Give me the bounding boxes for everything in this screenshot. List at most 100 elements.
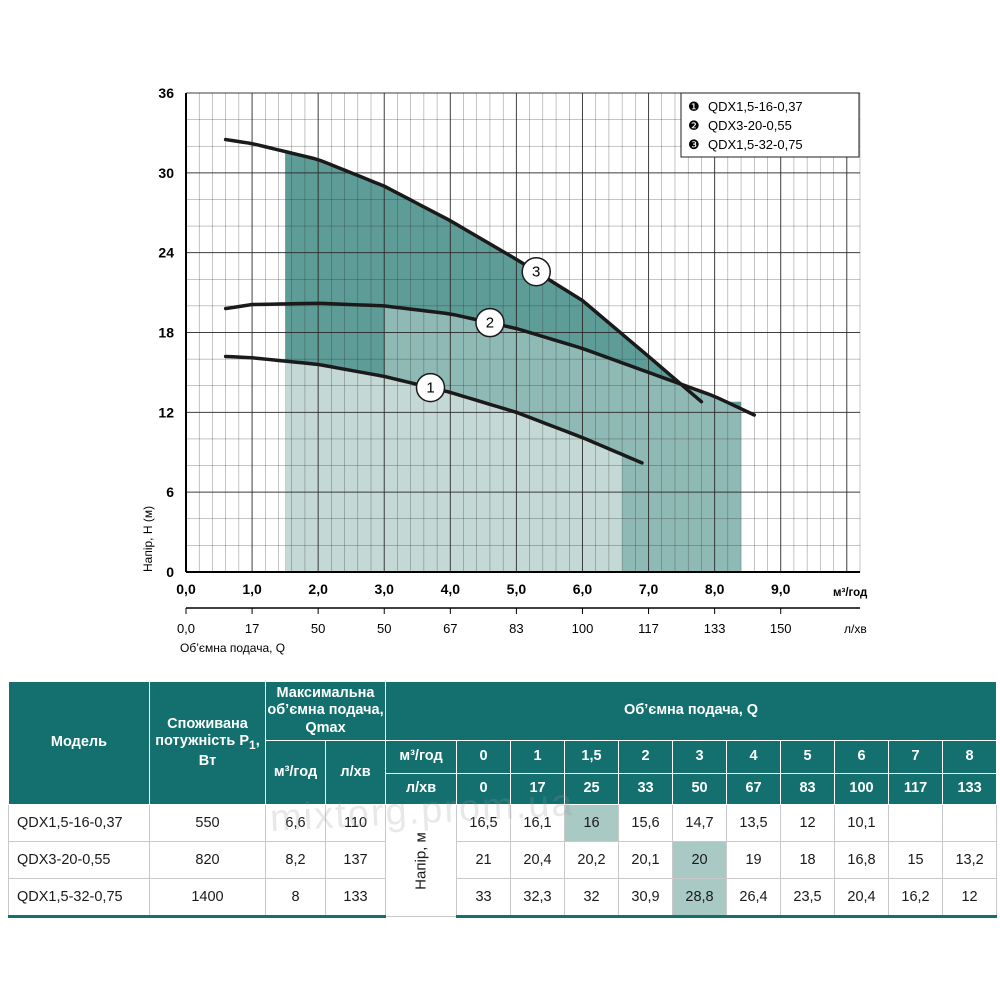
x-axis-label: Об’ємна подача, Q bbox=[180, 641, 285, 655]
x2-tick-label: 150 bbox=[770, 621, 792, 636]
flow-m3-2: 1,5 bbox=[564, 740, 620, 774]
power-value: 820 bbox=[149, 841, 266, 879]
curve-marker-2: 2 bbox=[475, 307, 505, 338]
head-value: 16,5 bbox=[456, 804, 512, 842]
flow-lmin-0: 0 bbox=[456, 773, 512, 805]
head-label-cell: Напір, м bbox=[385, 804, 458, 917]
flow-m3-7: 6 bbox=[834, 740, 890, 774]
y-tick-label: 0 bbox=[166, 564, 174, 580]
head-value bbox=[888, 804, 944, 842]
x2-tick-label: 117 bbox=[638, 621, 659, 636]
x2-tick-label: 50 bbox=[311, 621, 325, 636]
x2-tick-label: 100 bbox=[572, 621, 594, 636]
head-value: 32,3 bbox=[510, 878, 566, 918]
flow-lmin-5: 67 bbox=[726, 773, 782, 805]
model-name: QDX1,5-32-0,75 bbox=[8, 878, 150, 918]
head-value: 10,1 bbox=[834, 804, 890, 842]
x-tick-label: 7,0 bbox=[639, 581, 659, 597]
flow-m3-5: 4 bbox=[726, 740, 782, 774]
flow-m3-3: 2 bbox=[618, 740, 674, 774]
header-qmax: Максимальна об’ємна подача, Qmax bbox=[264, 681, 387, 741]
table-row: QDX1,5-32-0,75 1400 8 133 33 32,3 32 30,… bbox=[8, 878, 998, 918]
y-axis-label: Напір, H (м) bbox=[141, 506, 155, 572]
y-tick-label: 12 bbox=[158, 404, 174, 420]
legend-entry-2: QDX3-20-0,55 bbox=[708, 118, 792, 133]
x2-tick-label: 83 bbox=[509, 621, 523, 636]
x-tick-label: 0,0 bbox=[176, 581, 196, 597]
qmax-m3-value: 8 bbox=[265, 878, 326, 918]
y-tick-label: 6 bbox=[166, 484, 174, 500]
marker-label: 2 bbox=[486, 315, 494, 332]
flow-lmin-8: 117 bbox=[888, 773, 944, 805]
header-power-sub: 1 bbox=[249, 738, 256, 753]
marker-label: 1 bbox=[426, 380, 434, 397]
x2-tick-label: 17 bbox=[245, 621, 259, 636]
head-value: 15,6 bbox=[618, 804, 674, 842]
head-value: 32 bbox=[564, 878, 620, 918]
x2-tick-label: 133 bbox=[704, 621, 726, 636]
y-tick-label: 24 bbox=[158, 245, 174, 261]
model-name: QDX3-20-0,55 bbox=[8, 841, 150, 879]
x-tick-label: 3,0 bbox=[375, 581, 395, 597]
legend-marker-3: ❸ bbox=[688, 137, 700, 152]
qmax-lmin-value: 110 bbox=[324, 804, 387, 842]
marker-circle bbox=[475, 307, 505, 338]
qmax-lmin-value: 137 bbox=[324, 841, 387, 879]
header-qmax-lmin: л/хв bbox=[324, 740, 387, 805]
flow-m3-4: 3 bbox=[672, 740, 728, 774]
head-value: 30,9 bbox=[618, 878, 674, 918]
head-value: 16,2 bbox=[888, 878, 944, 918]
header-row-unit-m3: м³/год bbox=[385, 740, 458, 774]
flow-m3-9: 8 bbox=[942, 740, 998, 774]
y-tick-label: 36 bbox=[158, 85, 174, 101]
head-value: 18 bbox=[780, 841, 836, 879]
head-value: 16,1 bbox=[510, 804, 566, 842]
flow-lmin-6: 83 bbox=[780, 773, 836, 805]
power-value: 550 bbox=[149, 804, 266, 842]
head-value: 20,4 bbox=[510, 841, 566, 879]
y-tick-label: 30 bbox=[158, 165, 174, 181]
x2-tick-label: 50 bbox=[377, 621, 391, 636]
header-power-label: Споживана потужність Р bbox=[155, 715, 250, 750]
x-tick-label: 4,0 bbox=[441, 581, 461, 597]
head-value: 16,8 bbox=[834, 841, 890, 879]
x2-axis-unit: л/хв bbox=[844, 622, 867, 636]
head-value: 12 bbox=[942, 878, 998, 918]
flow-lmin-2: 25 bbox=[564, 773, 620, 805]
x2-tick-label: 0,0 bbox=[177, 621, 195, 636]
curve-marker-1: 1 bbox=[415, 372, 446, 403]
legend-marker-1: ❶ bbox=[688, 99, 700, 114]
x-tick-label: 9,0 bbox=[771, 581, 791, 597]
legend-marker-2: ❷ bbox=[688, 118, 700, 133]
head-value: 15 bbox=[888, 841, 944, 879]
legend-entry-3: QDX1,5-32-0,75 bbox=[708, 137, 803, 152]
header-qmax-m3: м³/год bbox=[265, 740, 326, 805]
head-value: 28,8 bbox=[672, 878, 728, 918]
header-flow: Об’ємна подача, Q bbox=[385, 681, 998, 741]
curve-marker-3: 3 bbox=[521, 256, 551, 287]
head-value: 20,2 bbox=[564, 841, 620, 879]
pump-spec-table: Модель Споживана потужність Р1, Вт Макси… bbox=[8, 681, 998, 918]
x2-tick-label: 67 bbox=[443, 621, 457, 636]
power-value: 1400 bbox=[149, 878, 266, 918]
head-value: 19 bbox=[726, 841, 782, 879]
operating-range-fills bbox=[285, 151, 742, 573]
head-value: 16 bbox=[564, 804, 620, 842]
marker-label: 3 bbox=[532, 264, 540, 281]
head-value: 20 bbox=[672, 841, 728, 879]
header-model: Модель bbox=[8, 681, 150, 805]
head-value: 26,4 bbox=[726, 878, 782, 918]
chart-grid bbox=[185, 92, 861, 573]
x-tick-label: 5,0 bbox=[507, 581, 527, 597]
flow-lmin-1: 17 bbox=[510, 773, 566, 805]
header-power: Споживана потужність Р1, Вт bbox=[149, 681, 266, 805]
marker-circle bbox=[521, 256, 551, 287]
head-value: 14,7 bbox=[672, 804, 728, 842]
head-value bbox=[942, 804, 998, 842]
chart-legend: ❶ QDX1,5-16-0,37 ❷ QDX3-20-0,55 ❸ QDX1,5… bbox=[680, 92, 860, 158]
flow-m3-8: 7 bbox=[888, 740, 944, 774]
qmax-lmin-value: 133 bbox=[324, 878, 387, 918]
head-value: 23,5 bbox=[780, 878, 836, 918]
x-tick-label: 1,0 bbox=[242, 581, 262, 597]
